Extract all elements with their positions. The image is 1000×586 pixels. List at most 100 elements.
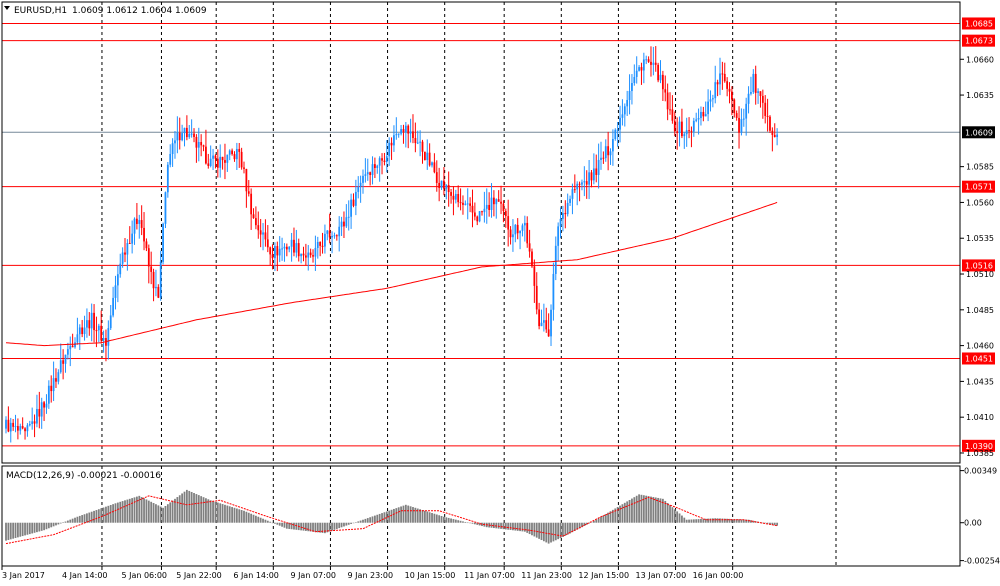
macd-bar	[364, 518, 367, 523]
ohlc-values: 1.0609 1.0612 1.0604 1.0609	[72, 6, 207, 16]
macd-bar	[559, 522, 562, 539]
candle-body	[140, 220, 143, 228]
macd-bar	[36, 522, 38, 533]
macd-axis[interactable]: 0.00349 0.00 -0.00254	[960, 467, 1000, 566]
candle-body	[716, 82, 719, 85]
candle-body	[654, 62, 657, 65]
candle-body	[485, 204, 488, 209]
candle-body	[193, 133, 195, 137]
macd-bar	[602, 515, 605, 523]
time-axis[interactable]: 3 Jan 2017 4 Jan 14:00 5 Jan 06:00 5 Jan 22…	[1, 566, 744, 580]
macd-pane[interactable]: MACD(12,26,9) -0.00021 -0.00016	[5, 471, 779, 545]
macd-bar	[376, 514, 379, 523]
macd-bar	[733, 519, 736, 523]
candle-body	[512, 234, 514, 238]
macd-bar	[309, 522, 312, 532]
candle-body	[393, 135, 395, 146]
candle-body	[711, 98, 714, 100]
candle-body	[414, 137, 417, 144]
candle-body	[493, 197, 495, 205]
macd-bar	[24, 522, 26, 536]
macd-bar	[371, 516, 374, 523]
macd-bar	[635, 495, 638, 523]
candle-body	[297, 243, 300, 257]
macd-bar	[283, 522, 286, 528]
macd-y-tick-label: 0.00349	[964, 467, 997, 476]
macd-bar	[86, 513, 88, 523]
candle-body	[116, 274, 119, 286]
candle-body	[133, 218, 136, 234]
macd-bar	[700, 518, 702, 523]
y-tick-label: 1.0385	[966, 449, 994, 458]
macd-bar	[307, 522, 310, 532]
candle-body	[516, 224, 519, 234]
macd-bar	[562, 522, 564, 537]
macd-bar	[597, 518, 600, 523]
macd-bar	[107, 505, 110, 523]
candle-body	[452, 195, 455, 200]
macd-bar	[354, 522, 357, 523]
candle-body	[431, 162, 433, 166]
x-tick-label: 16 Jan 00:00	[693, 571, 744, 580]
macd-bar	[704, 518, 707, 523]
candle-body	[288, 246, 291, 250]
candle-body	[478, 211, 481, 222]
candle-body	[128, 243, 131, 245]
candle-body	[109, 315, 112, 329]
level-tag	[962, 180, 995, 193]
candle-body	[661, 74, 664, 90]
candle-body	[290, 239, 293, 247]
candle-body	[302, 253, 305, 256]
candle-body	[74, 342, 76, 348]
macd-bar	[723, 518, 726, 523]
macd-bar	[761, 522, 764, 524]
candle-body	[523, 222, 526, 226]
y-tick-label: 1.0435	[966, 377, 994, 386]
macd-y-tick-label: -0.00254	[964, 557, 1000, 566]
price-pane[interactable]: EURUSD,H1 1.0609 1.0612 1.0604 1.0609	[2, 6, 960, 447]
candle-body	[419, 141, 422, 143]
macd-bar	[533, 522, 536, 537]
macd-bar	[542, 522, 545, 542]
macd-bar	[412, 507, 414, 523]
macd-bar	[271, 522, 274, 524]
macd-bar	[74, 517, 76, 523]
candle-body	[676, 131, 679, 133]
candle-body	[321, 245, 324, 247]
macd-bar	[588, 522, 590, 524]
macd-bar	[621, 504, 624, 523]
candle-body	[390, 142, 393, 146]
candle-body	[657, 64, 660, 81]
macd-bar	[438, 515, 441, 523]
candle-body	[607, 146, 610, 156]
macd-bar	[709, 518, 712, 523]
macd-bar	[314, 522, 317, 533]
candle-body	[533, 266, 536, 286]
candle-body	[271, 254, 274, 259]
macd-bar	[31, 522, 34, 534]
macd-bar	[773, 522, 776, 526]
candle-body	[462, 202, 464, 205]
candle-body	[481, 211, 483, 213]
candle-body	[700, 111, 702, 119]
candle-body	[673, 120, 676, 132]
candle-body	[507, 216, 510, 230]
candle-body	[71, 345, 74, 348]
candle-body	[259, 230, 262, 235]
candle-body	[664, 89, 667, 93]
price-axis[interactable]: 1.0685 1.0673 1.0571 1.0516 1.0451 1.0390 1.06…	[960, 17, 995, 458]
macd-bar	[609, 511, 612, 523]
candle-body	[95, 330, 98, 332]
macd-bar	[188, 490, 191, 523]
candle-body	[97, 325, 100, 331]
candle-body	[697, 118, 700, 120]
collapse-triangle-icon[interactable]	[4, 6, 10, 10]
candle-body	[652, 62, 655, 65]
candle-body	[295, 243, 298, 253]
candle-body	[426, 152, 429, 161]
macd-bar	[121, 501, 124, 523]
macd-bar	[738, 519, 740, 523]
candle-body	[428, 152, 431, 166]
macd-bar	[221, 504, 224, 523]
